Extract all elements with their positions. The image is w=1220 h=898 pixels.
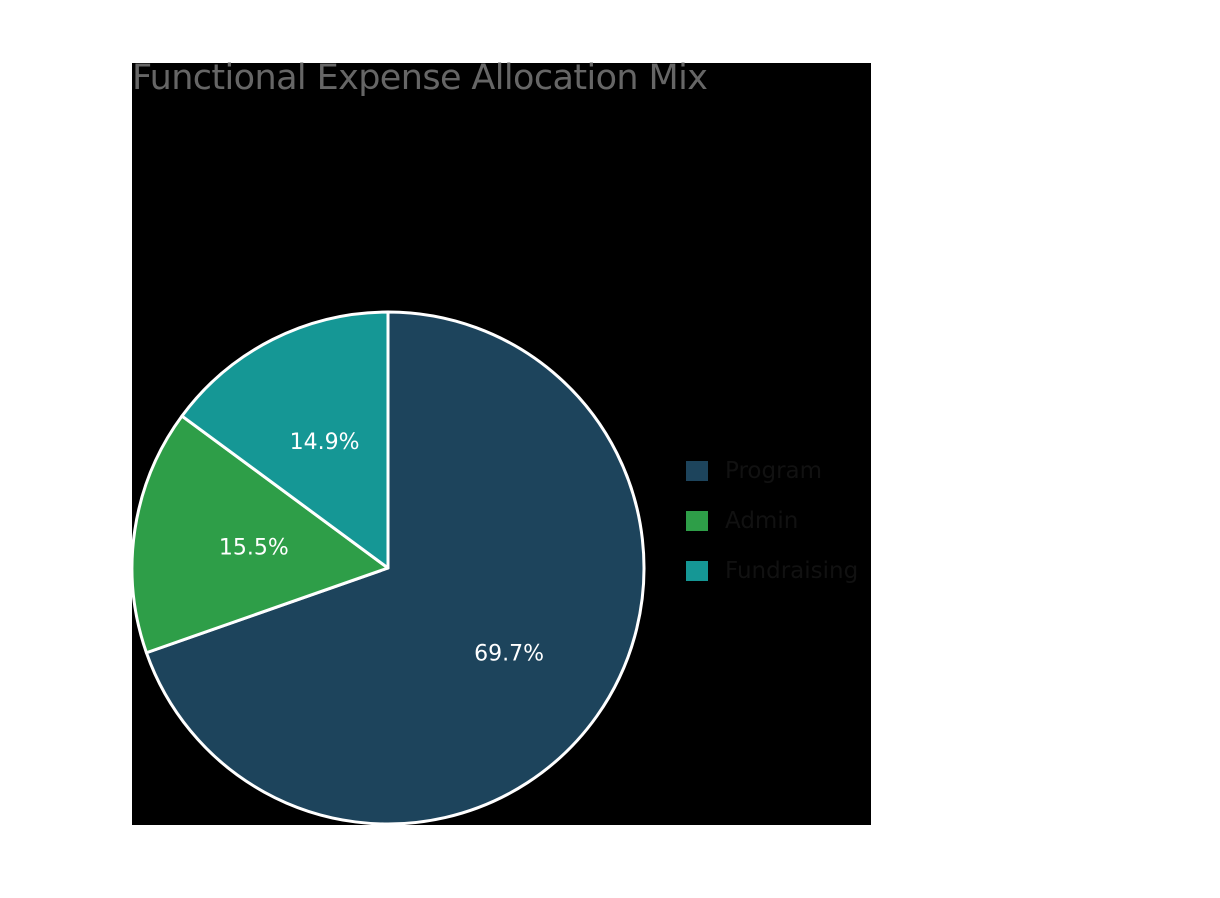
legend-item-fundraising: Fundraising [686, 558, 859, 584]
slice-label-admin: 15.5% [219, 535, 289, 560]
pie-slice-program [144, 310, 646, 825]
legend-label: Program [725, 458, 823, 484]
slice-label-program: 69.7% [474, 641, 544, 666]
slice-label-fundraising: 14.9% [290, 430, 360, 455]
legend-label: Fundraising [725, 558, 859, 584]
legend-swatch-fundraising [686, 561, 708, 581]
legend-label: Admin [725, 508, 799, 534]
legend-swatch-program [686, 461, 708, 481]
legend-item-program: Program [686, 458, 823, 484]
pie-slice-fundraising [180, 310, 390, 570]
chart-title: Functional Expense Allocation Mix [132, 58, 708, 98]
pie-slice-admin [132, 414, 390, 655]
legend-item-admin: Admin [686, 508, 799, 534]
legend-swatch-admin [686, 511, 708, 531]
